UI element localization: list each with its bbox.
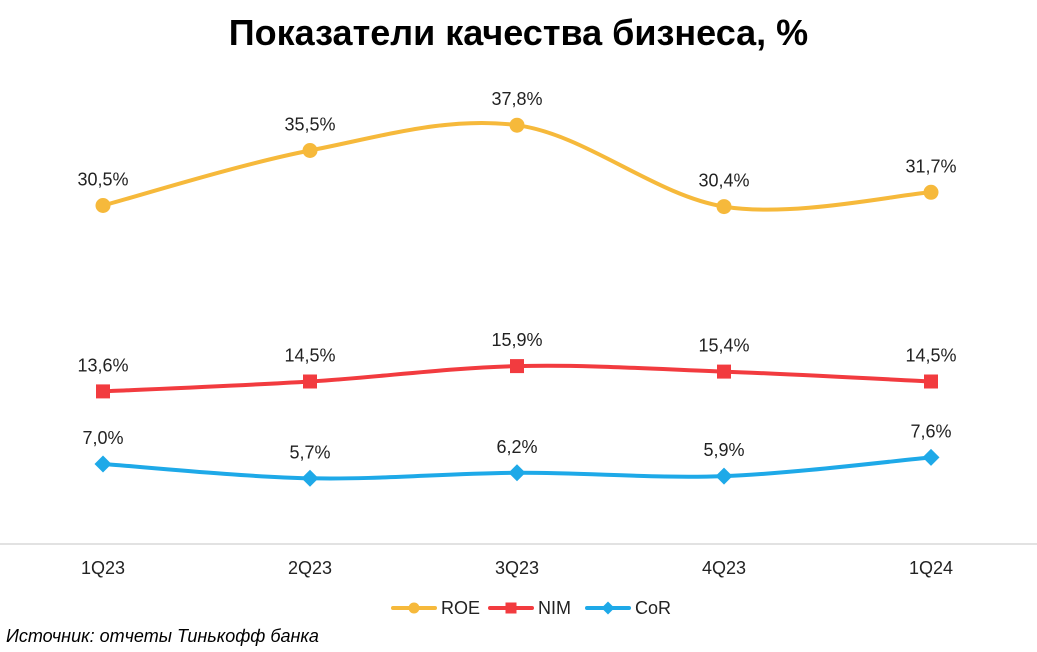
- data-label-nim-2q23: 14,5%: [284, 346, 335, 366]
- data-label-nim-1q24: 14,5%: [905, 346, 956, 366]
- legend-label-nim: NIM: [538, 598, 571, 618]
- x-tick-label-2q23: 2Q23: [288, 558, 332, 578]
- data-point-cor-1q23: [94, 455, 112, 473]
- series-line-roe: [101, 120, 933, 212]
- x-tick-label-3q23: 3Q23: [495, 558, 539, 578]
- data-point-cor-4q23: [715, 467, 733, 485]
- legend-label-roe: ROE: [441, 598, 480, 618]
- x-tick-label-1q24: 1Q24: [909, 558, 953, 578]
- data-point-nim-1q24: [924, 374, 938, 389]
- data-point-cor-2q23: [301, 469, 319, 487]
- data-point-roe-1q23: [95, 198, 111, 213]
- data-label-cor-3q23: 6,2%: [496, 437, 537, 457]
- data-label-nim-1q23: 13,6%: [77, 355, 128, 375]
- data-label-roe-2q23: 35,5%: [284, 115, 335, 135]
- legend-marker-nim: [505, 602, 517, 614]
- data-label-nim-4q23: 15,4%: [698, 336, 749, 356]
- data-label-cor-1q23: 7,0%: [82, 428, 123, 448]
- data-label-roe-4q23: 30,4%: [698, 171, 749, 191]
- data-label-cor-2q23: 5,7%: [289, 442, 330, 462]
- data-label-cor-4q23: 5,9%: [703, 440, 744, 460]
- x-tick-label-4q23: 4Q23: [702, 558, 746, 578]
- data-label-cor-1q24: 7,6%: [910, 421, 951, 441]
- data-point-cor-1q24: [922, 448, 940, 466]
- legend-label-cor: CoR: [635, 598, 671, 618]
- legend: ROE NIM CoR: [391, 598, 671, 618]
- data-point-roe-4q23: [716, 199, 732, 215]
- data-label-roe-3q23: 37,8%: [491, 89, 542, 109]
- data-point-nim-3q23: [510, 359, 524, 374]
- data-point-nim-2q23: [303, 374, 317, 389]
- data-label-roe-1q24: 31,7%: [905, 156, 956, 176]
- data-point-cor-3q23: [508, 464, 526, 482]
- legend-marker-roe: [408, 602, 420, 614]
- data-label-nim-3q23: 15,9%: [491, 330, 542, 350]
- data-point-nim-1q23: [96, 384, 110, 399]
- data-label-roe-1q23: 30,5%: [77, 170, 128, 190]
- legend-marker-cor: [601, 601, 615, 615]
- data-point-nim-4q23: [717, 364, 731, 379]
- chart-title: Показатели качества бизнеса, %: [228, 12, 809, 53]
- data-point-roe-1q24: [923, 184, 939, 200]
- x-tick-label-1q23: 1Q23: [81, 558, 125, 578]
- data-point-roe-2q23: [302, 143, 318, 158]
- data-point-roe-3q23: [509, 117, 525, 133]
- source-note: Источник: отчеты Тинькофф банка: [6, 626, 319, 646]
